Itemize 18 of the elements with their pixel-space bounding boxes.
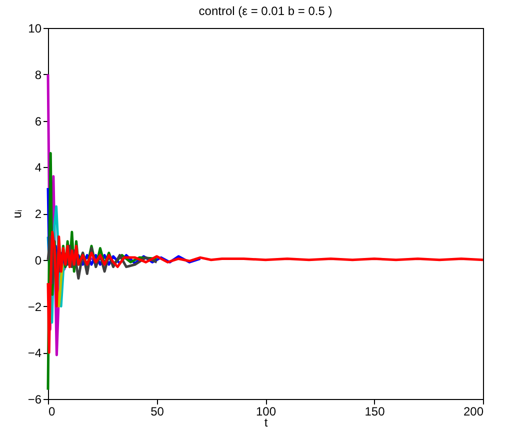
y-tick-label: 0 xyxy=(34,253,42,268)
chart-title: control (ε = 0.01 b = 0.5 ) xyxy=(198,4,332,18)
y-tick-label: −2 xyxy=(28,300,42,314)
x-tick-label: 0 xyxy=(48,404,56,418)
y-tick-label: 8 xyxy=(34,68,42,82)
x-tick-label: 100 xyxy=(256,404,276,418)
y-tick-label: 10 xyxy=(28,22,42,36)
y-tick-label: −6 xyxy=(28,392,42,406)
x-tick-label: 200 xyxy=(463,404,484,418)
y-tick-label: 6 xyxy=(34,114,42,128)
y-tick-label: 4 xyxy=(34,160,42,175)
x-tick-label: 150 xyxy=(364,404,386,418)
y-axis-title: uᵢ xyxy=(10,210,24,218)
line-series xyxy=(46,230,484,354)
y-tick-label: 2 xyxy=(34,207,42,221)
x-tick-label: 50 xyxy=(150,404,164,418)
x-axis-title: t xyxy=(264,416,268,430)
y-tick-label: −4 xyxy=(28,346,42,360)
